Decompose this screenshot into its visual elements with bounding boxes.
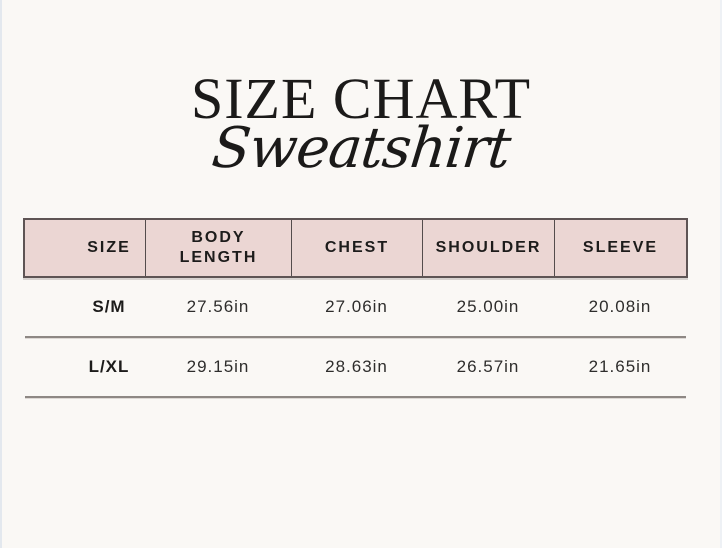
window-edge-right <box>720 0 722 548</box>
header-cell-size: SIZE <box>87 239 131 256</box>
cell-shoulder: 26.57in <box>456 357 520 376</box>
header-cell-body-length: BODY LENGTH <box>145 220 291 276</box>
cell-body-length: 29.15in <box>186 357 250 376</box>
header-cell-sleeve: SLEEVE <box>554 220 686 276</box>
window-edge-left <box>0 0 2 548</box>
cell-chest: 28.63in <box>325 357 388 376</box>
cell-size-label: S/M <box>92 297 126 316</box>
page-subtitle-script: Sweatshirt <box>208 116 514 181</box>
size-chart-table: SIZE BODY LENGTH CHEST SHOULDER SLEEVE S… <box>23 218 688 398</box>
cell-size-label: L/XL <box>88 357 130 376</box>
table-row-sm: S/M 27.56in 27.06in 25.00in 20.08in <box>25 278 686 338</box>
cell-sleeve: 21.65in <box>588 357 652 376</box>
page-title: SIZE CHART <box>190 66 532 131</box>
table-row-lxl: L/XL 29.15in 28.63in 26.57in 21.65in <box>25 338 686 398</box>
cell-shoulder: 25.00in <box>456 297 520 316</box>
cell-chest: 27.06in <box>325 297 388 316</box>
header-cell-shoulder: SHOULDER <box>422 220 554 276</box>
table-header-row: SIZE BODY LENGTH CHEST SHOULDER SLEEVE <box>23 218 688 278</box>
cell-body-length: 27.56in <box>186 297 250 316</box>
header-cell-chest: CHEST <box>291 220 422 276</box>
cell-sleeve: 20.08in <box>588 297 652 316</box>
